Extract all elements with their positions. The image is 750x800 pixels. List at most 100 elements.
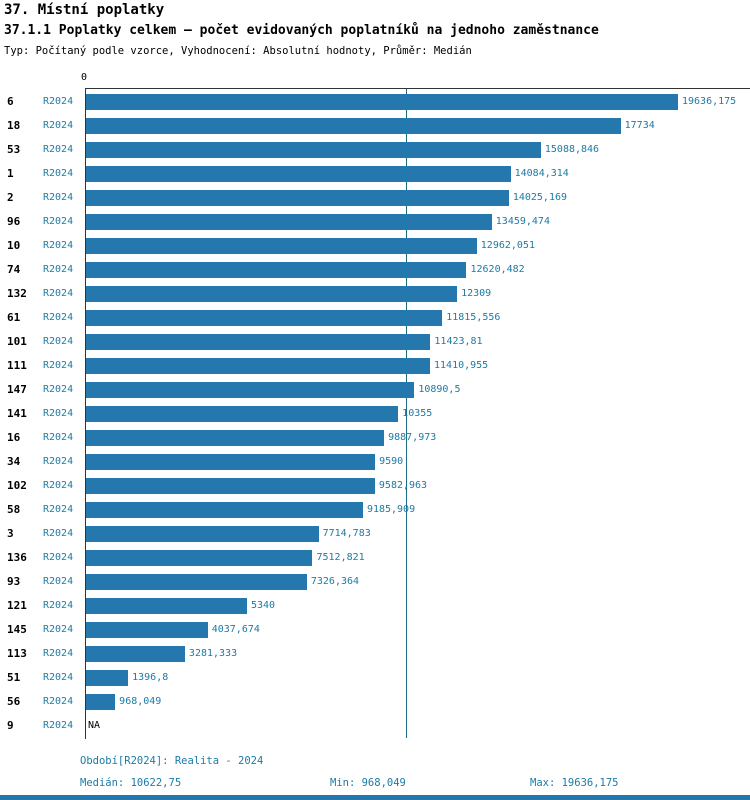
- bar-value-label: 1396,8: [132, 672, 169, 683]
- row-period-label: R2024: [43, 672, 74, 683]
- row-category-label: 111: [7, 359, 27, 372]
- bar: [86, 94, 678, 110]
- bar-value-label: 17734: [624, 120, 655, 131]
- row-category-label: 132: [7, 287, 27, 300]
- bar: [86, 502, 363, 518]
- bar-value-label: 15088,846: [544, 144, 600, 155]
- bar: [86, 406, 399, 422]
- chart-row: 101 R2024 11423,81: [0, 330, 750, 354]
- chart-row: 9 R2024 NA: [0, 714, 750, 738]
- bar: [86, 670, 129, 686]
- bar: [86, 142, 541, 158]
- row-category-label: 34: [7, 455, 21, 468]
- bar: [86, 334, 431, 350]
- row-period-label: R2024: [43, 504, 74, 515]
- bar: [86, 478, 375, 494]
- row-period-label: R2024: [43, 384, 74, 395]
- chart-row: 3 R2024 7714,783: [0, 522, 750, 546]
- bar-value-label: 12962,051: [480, 240, 535, 251]
- bar-value-label: 13459,474: [495, 216, 550, 227]
- row-period-label: R2024: [43, 120, 74, 131]
- chart-row: 136 R2024 7512,821: [0, 546, 750, 570]
- bar-value-label: 968,049: [119, 696, 162, 707]
- row-category-label: 141: [7, 407, 27, 420]
- bar-value-label: 14025,169: [512, 192, 568, 203]
- bar: [86, 454, 376, 470]
- row-category-label: 74: [7, 263, 21, 276]
- chart-row: 1 R2024 14084,314: [0, 162, 750, 186]
- bar-value-label: 4037,674: [211, 624, 260, 635]
- chart-row: 121 R2024 5340: [0, 594, 750, 618]
- row-period-label: R2024: [43, 600, 74, 611]
- chart-row: 61 R2024 11815,556: [0, 306, 750, 330]
- bar: [86, 118, 621, 134]
- bar-value-label: 7512,821: [316, 552, 365, 563]
- bar-value-label: 19636,175: [682, 96, 737, 107]
- bottom-accent-bar: [0, 795, 750, 800]
- row-category-label: 16: [7, 431, 21, 444]
- bar-value-label: 11410,955: [434, 360, 489, 371]
- chart-row: 53 R2024 15088,846: [0, 138, 750, 162]
- bar-value-label: 12620,482: [470, 264, 525, 275]
- chart-row: 141 R2024 10355: [0, 402, 750, 426]
- bar: [86, 286, 458, 302]
- row-category-label: 101: [7, 335, 27, 348]
- row-category-label: 58: [7, 503, 21, 516]
- x-axis-zero-label: 0: [81, 72, 88, 83]
- row-period-label: R2024: [43, 336, 74, 347]
- row-period-label: R2024: [43, 240, 74, 251]
- row-category-label: 3: [7, 527, 14, 540]
- bar-value-label: 11815,556: [446, 312, 501, 323]
- bar: [86, 646, 185, 662]
- chart-meta-line: Typ: Počítaný podle vzorce, Vyhodnocení:…: [4, 45, 472, 57]
- chart-row: 51 R2024 1396,8: [0, 666, 750, 690]
- row-period-label: R2024: [43, 528, 74, 539]
- row-category-label: 96: [7, 215, 21, 228]
- row-category-label: 61: [7, 311, 21, 324]
- row-period-label: R2024: [43, 144, 74, 155]
- row-period-label: R2024: [43, 576, 74, 587]
- row-period-label: R2024: [43, 408, 74, 419]
- bar-value-label: 10890,5: [418, 384, 461, 395]
- row-period-label: R2024: [43, 624, 74, 635]
- chart-row: 16 R2024 9887,973: [0, 426, 750, 450]
- chart-row: 34 R2024 9590: [0, 450, 750, 474]
- row-period-label: R2024: [43, 480, 74, 491]
- chart-title: 37.1.1 Poplatky celkem – počet evidovaný…: [4, 23, 599, 38]
- row-category-label: 6: [7, 95, 14, 108]
- row-category-label: 147: [7, 383, 27, 396]
- chart-row: 2 R2024 14025,169: [0, 186, 750, 210]
- bar: [86, 358, 431, 374]
- bar-value-label: 10355: [402, 408, 433, 419]
- bar-value-label: 14084,314: [514, 168, 569, 179]
- chart-row: 93 R2024 7326,364: [0, 570, 750, 594]
- row-category-label: 53: [7, 143, 21, 156]
- bar-value-label: 9582,963: [378, 480, 428, 491]
- bar: [86, 550, 313, 566]
- chart-row: 96 R2024 13459,474: [0, 210, 750, 234]
- chart-row: 145 R2024 4037,674: [0, 618, 750, 642]
- chart-row: 111 R2024 11410,955: [0, 354, 750, 378]
- row-category-label: 1: [7, 167, 14, 180]
- row-category-label: 113: [7, 647, 27, 660]
- row-category-label: 93: [7, 575, 21, 588]
- bar: [86, 526, 319, 542]
- footer-max-label: Max: 19636,175: [530, 777, 619, 789]
- chart-row: 58 R2024 9185,909: [0, 498, 750, 522]
- row-category-label: 10: [7, 239, 21, 252]
- row-period-label: R2024: [43, 216, 74, 227]
- chart-row: 113 R2024 3281,333: [0, 642, 750, 666]
- row-category-label: 18: [7, 119, 21, 132]
- chart-row: 74 R2024 12620,482: [0, 258, 750, 282]
- bar-value-label: NA: [88, 720, 101, 731]
- bar-value-label: 9185,909: [366, 504, 416, 515]
- row-period-label: R2024: [43, 456, 74, 467]
- footer-period-label: Období[R2024]: Realita - 2024: [80, 755, 264, 767]
- row-period-label: R2024: [43, 696, 74, 707]
- chart-rows: 6 R2024 19636,175 18 R2024 17734 53 R2024 15088,…: [0, 90, 750, 738]
- chart-row: 56 R2024 968,049: [0, 690, 750, 714]
- row-category-label: 56: [7, 695, 21, 708]
- row-period-label: R2024: [43, 648, 74, 659]
- row-period-label: R2024: [43, 720, 74, 731]
- bar: [86, 694, 116, 710]
